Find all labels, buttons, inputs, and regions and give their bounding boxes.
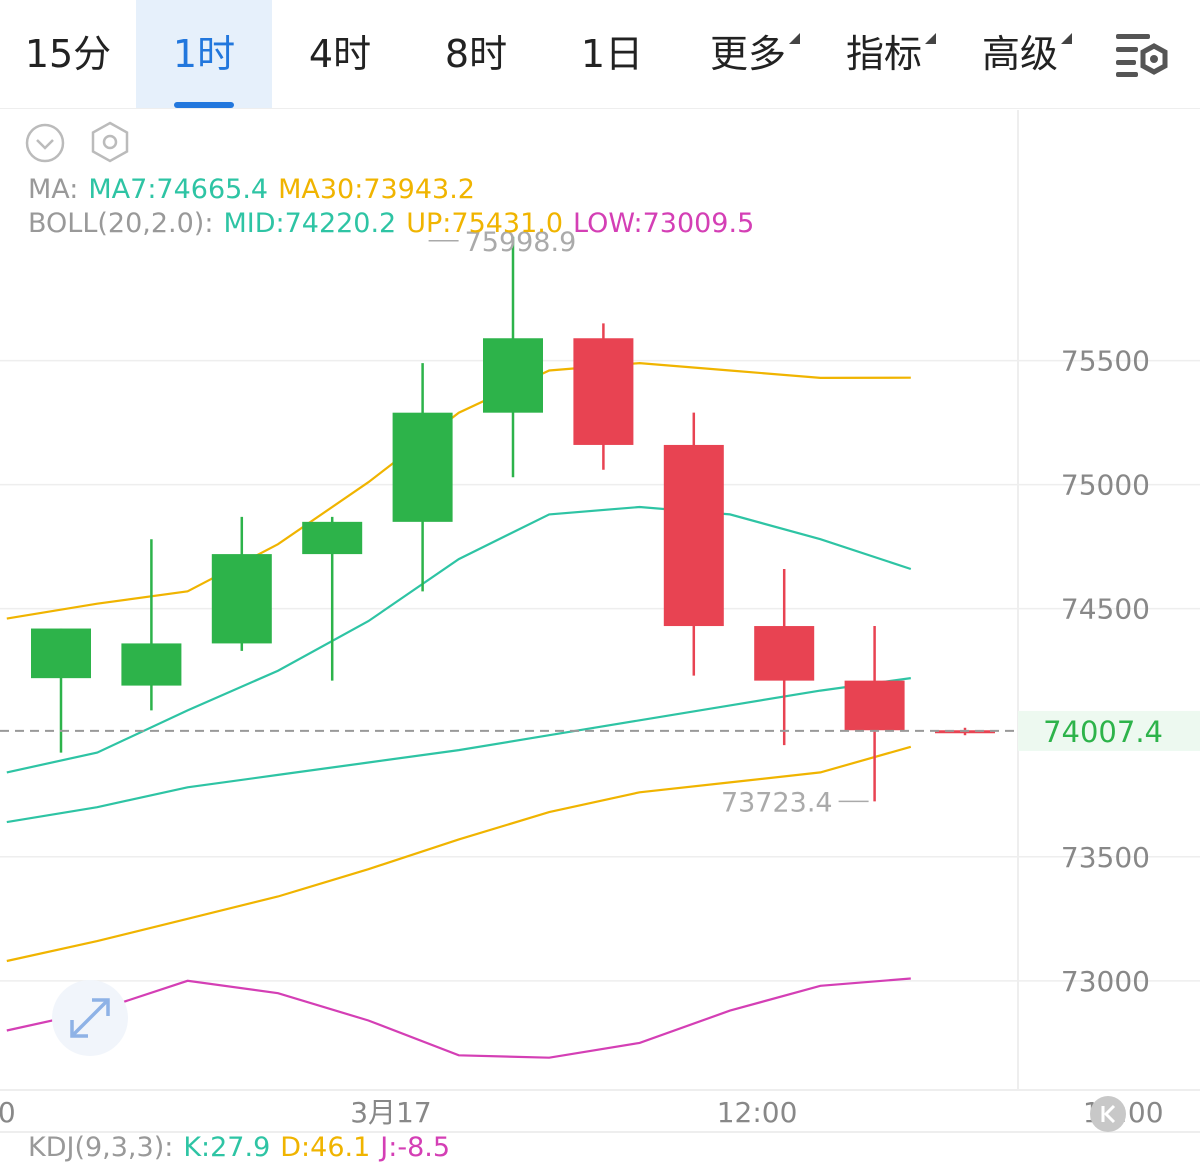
tab-1h[interactable]: 1时: [136, 0, 272, 108]
low-annotation-label: 73723.4: [721, 787, 833, 818]
scroll-to-latest-icon[interactable]: [1090, 1096, 1126, 1132]
candle-body: [31, 628, 91, 679]
tab-label: 8时: [444, 32, 508, 76]
tab-label: 高级: [981, 32, 1058, 76]
candle-body: [483, 338, 543, 413]
indicator-line-up: [6, 361, 911, 620]
current-price-badge: [1018, 710, 1200, 751]
timeframe-tabbar: 15分 1时 4时 8时 1日 更多 指标 高级: [0, 0, 1200, 109]
ma7-value: MA7:74665.4: [88, 174, 269, 205]
kdj-legend: KDJ(9,3,3): K:27.9 D:46.1 J:-8.5: [28, 1132, 460, 1163]
kdj-k-value: K:27.9: [183, 1132, 271, 1163]
y-tick-label: 75500: [1061, 345, 1150, 378]
candle-body: [211, 554, 272, 644]
dropdown-caret-icon: [1061, 33, 1072, 44]
kdj-d-value: D:46.1: [280, 1132, 371, 1163]
chart-area[interactable]: 755007500074500735007300003月1712:0016:00…: [0, 110, 1200, 1163]
tab-advanced[interactable]: 高级: [962, 0, 1078, 108]
boll-mid-value: MID:74220.2: [223, 208, 397, 239]
indicator-line-ma7: [6, 677, 911, 824]
candle-body: [121, 643, 182, 686]
indicator-line-ma30: [6, 745, 912, 963]
tab-label: 1日: [580, 32, 644, 76]
tab-label: 更多: [709, 32, 786, 76]
high-annotation-label: 75998.9: [465, 227, 577, 258]
y-tick-label: 74500: [1061, 593, 1150, 626]
current-price-label: 74007.4: [1043, 715, 1163, 749]
hexagon-settings-icon[interactable]: [88, 120, 132, 164]
y-tick-label: 73000: [1061, 965, 1150, 998]
boll-prefix: BOLL(20,2.0):: [28, 208, 214, 239]
x-tick-label: 12:00: [717, 1096, 798, 1129]
kdj-prefix: KDJ(9,3,3):: [28, 1132, 174, 1163]
tab-more[interactable]: 更多: [690, 0, 806, 108]
boll-up-value: UP:75431.0: [406, 208, 564, 239]
tab-8h[interactable]: 8时: [408, 0, 544, 108]
candle-body: [392, 412, 453, 522]
tab-4h[interactable]: 4时: [272, 0, 408, 108]
boll-low-value: LOW:73009.5: [573, 208, 755, 239]
indicator-line-low: [6, 977, 911, 1059]
candle-body: [663, 444, 724, 627]
tab-15min[interactable]: 15分: [0, 0, 136, 108]
tab-label: 4时: [308, 32, 372, 76]
dropdown-caret-icon: [789, 33, 800, 44]
ma30-value: MA30:73943.2: [278, 174, 475, 205]
ma-prefix: MA:: [28, 174, 79, 205]
tab-label: 15分: [24, 32, 112, 76]
tab-label: 指标: [845, 32, 922, 76]
x-tick-label: 0: [0, 1096, 16, 1129]
tab-indicators[interactable]: 指标: [826, 0, 942, 108]
candle-body: [754, 626, 815, 681]
indicator-line-mid: [6, 505, 912, 774]
boll-legend: BOLL(20,2.0): MID:74220.2 UP:75431.0 LOW:73…: [28, 208, 764, 239]
active-tab-indicator: [174, 102, 234, 108]
candle-body: [302, 521, 363, 555]
x-tick-label: 3月17: [350, 1096, 431, 1129]
chevron-down-circle-icon[interactable]: [24, 122, 66, 164]
kdj-j-value: J:-8.5: [380, 1132, 451, 1163]
ma-legend: MA: MA7:74665.4 MA30:73943.2: [28, 174, 485, 205]
candle-body: [573, 338, 634, 445]
chart-settings-icon[interactable]: [1112, 28, 1172, 80]
dropdown-caret-icon: [925, 33, 936, 44]
candlestick-chart[interactable]: 755007500074500735007300003月1712:0016:00…: [0, 110, 1200, 1161]
candle-body: [844, 680, 905, 731]
tab-1d[interactable]: 1日: [544, 0, 680, 108]
expand-arrows-icon[interactable]: [52, 980, 128, 1056]
tab-label: 1时: [172, 32, 236, 76]
y-tick-label: 73500: [1061, 841, 1150, 874]
y-tick-label: 75000: [1061, 469, 1150, 502]
